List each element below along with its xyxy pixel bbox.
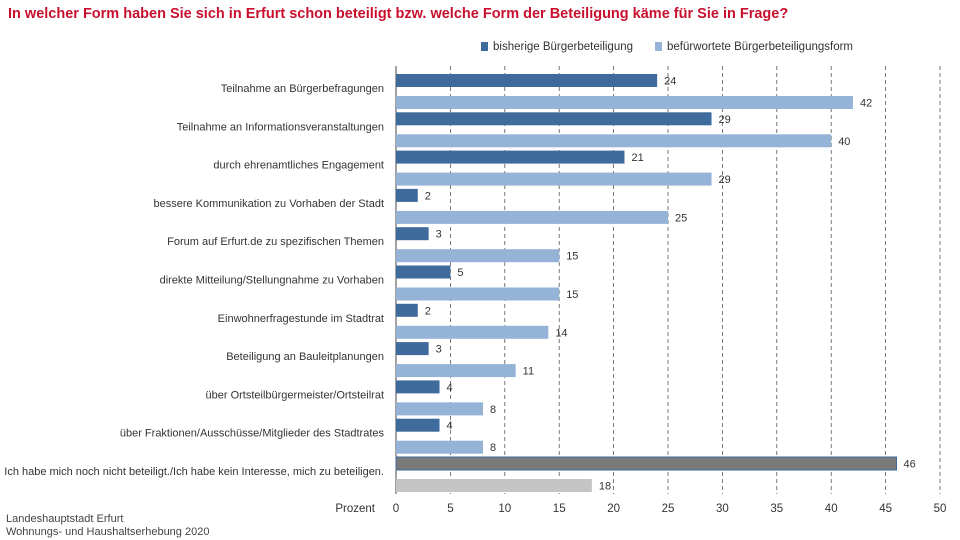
data-label-series2: 40: [838, 136, 850, 148]
category-label: bessere Kommunikation zu Vorhaben der St…: [153, 198, 384, 210]
data-label-series2: 14: [555, 327, 567, 339]
data-label-series1: 4: [447, 382, 453, 394]
x-tick-label-10: 10: [498, 503, 511, 515]
category-label: Beteiligung an Bauleitplanungen: [226, 351, 384, 363]
footer-source-line2: Wohnungs- und Haushaltserhebung 2020: [6, 526, 210, 538]
x-axis-label: Prozent: [335, 503, 375, 515]
chart-title: In welcher Form haben Sie sich in Erfurt…: [8, 6, 789, 22]
data-label-series1: 5: [457, 267, 463, 279]
legend-item-series2: befürwortete Bürgerbeteiligungsform: [655, 41, 853, 53]
data-label-series2: 8: [490, 404, 496, 416]
data-label-series1: 24: [664, 76, 676, 88]
bar-series2: [396, 210, 668, 224]
data-label-series2: 29: [719, 174, 731, 186]
bar-series1: [396, 265, 451, 279]
x-tick-label-5: 5: [447, 503, 453, 515]
footer-source-line1: Landeshauptstadt Erfurt: [6, 513, 124, 525]
category-label: Forum auf Erfurt.de zu spezifischen Them…: [167, 236, 384, 248]
category-label: Einwohnerfragestunde im Stadtrat: [218, 313, 384, 325]
bar-series2: [396, 287, 560, 301]
data-label-series1: 29: [719, 114, 731, 126]
bar-series1: [396, 74, 658, 87]
data-label-series1: 21: [631, 152, 643, 164]
category-label: Teilnahme an Bürgerbefragungen: [221, 83, 384, 95]
bar-series1: [396, 188, 418, 202]
bar-series2: [396, 172, 712, 186]
bar-series1: [396, 112, 712, 126]
category-label: Ich habe mich noch nicht beteiligt./Ich …: [4, 466, 384, 478]
bar-series1: [396, 418, 440, 432]
data-label-series2: 8: [490, 442, 496, 454]
category-label: über Fraktionen/Ausschüsse/Mitglieder de…: [120, 428, 385, 440]
bar-series1: [396, 227, 429, 241]
data-label-series1: 2: [425, 190, 431, 202]
category-label: Teilnahme an Informationsveranstaltungen: [177, 121, 384, 133]
bar-series2: [396, 96, 853, 109]
x-tick-label-50: 50: [934, 503, 947, 515]
data-label-series1: 3: [436, 344, 442, 356]
x-tick-label-0: 0: [393, 503, 399, 515]
bar-series2: [396, 440, 484, 454]
bar-series2: [396, 134, 832, 148]
legend-item-series1: bisherige Bürgerbeteiligung: [481, 41, 633, 53]
legend-label-series2: befürwortete Bürgerbeteiligungsform: [667, 41, 854, 53]
bar-series2: [396, 479, 592, 492]
category-label: durch ehrenamtliches Engagement: [213, 160, 384, 172]
data-label-series2: 15: [566, 289, 578, 301]
x-tick-label-15: 15: [553, 503, 566, 515]
data-label-series1: 46: [903, 459, 915, 471]
legend-swatch-series2: [655, 42, 662, 51]
data-label-series2: 15: [566, 251, 578, 263]
data-label-series2: 18: [599, 481, 611, 493]
bar-series1: [396, 380, 440, 394]
x-tick-label-45: 45: [879, 503, 892, 515]
data-label-series1: 2: [425, 305, 431, 317]
x-tick-label-35: 35: [770, 503, 783, 515]
bar-series2: [396, 325, 549, 339]
x-tick-label-30: 30: [716, 503, 729, 515]
x-tick-label-25: 25: [662, 503, 675, 515]
bar-series2: [396, 364, 516, 378]
category-label: über Ortsteilbürgermeister/Ortsteilrat: [206, 389, 385, 401]
data-label-series1: 4: [447, 420, 453, 432]
data-label-series2: 42: [860, 98, 872, 110]
x-tick-label-40: 40: [825, 503, 838, 515]
category-label: direkte Mitteilung/Stellungnahme zu Vorh…: [160, 275, 384, 287]
legend-swatch-series1: [481, 42, 488, 51]
bar-series2: [396, 249, 560, 263]
x-tick-label-20: 20: [607, 503, 620, 515]
bar-series2: [396, 402, 484, 416]
bar-series1: [396, 342, 429, 356]
bar-series1: [395, 456, 897, 471]
data-label-series1: 3: [436, 229, 442, 241]
data-label-series2: 25: [675, 212, 687, 224]
bar-series1: [396, 303, 418, 317]
data-label-series2: 11: [523, 366, 534, 378]
legend-label-series1: bisherige Bürgerbeteiligung: [493, 41, 634, 53]
bar-series1: [396, 150, 625, 164]
